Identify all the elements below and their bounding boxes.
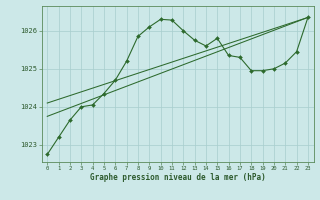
X-axis label: Graphe pression niveau de la mer (hPa): Graphe pression niveau de la mer (hPa): [90, 173, 266, 182]
